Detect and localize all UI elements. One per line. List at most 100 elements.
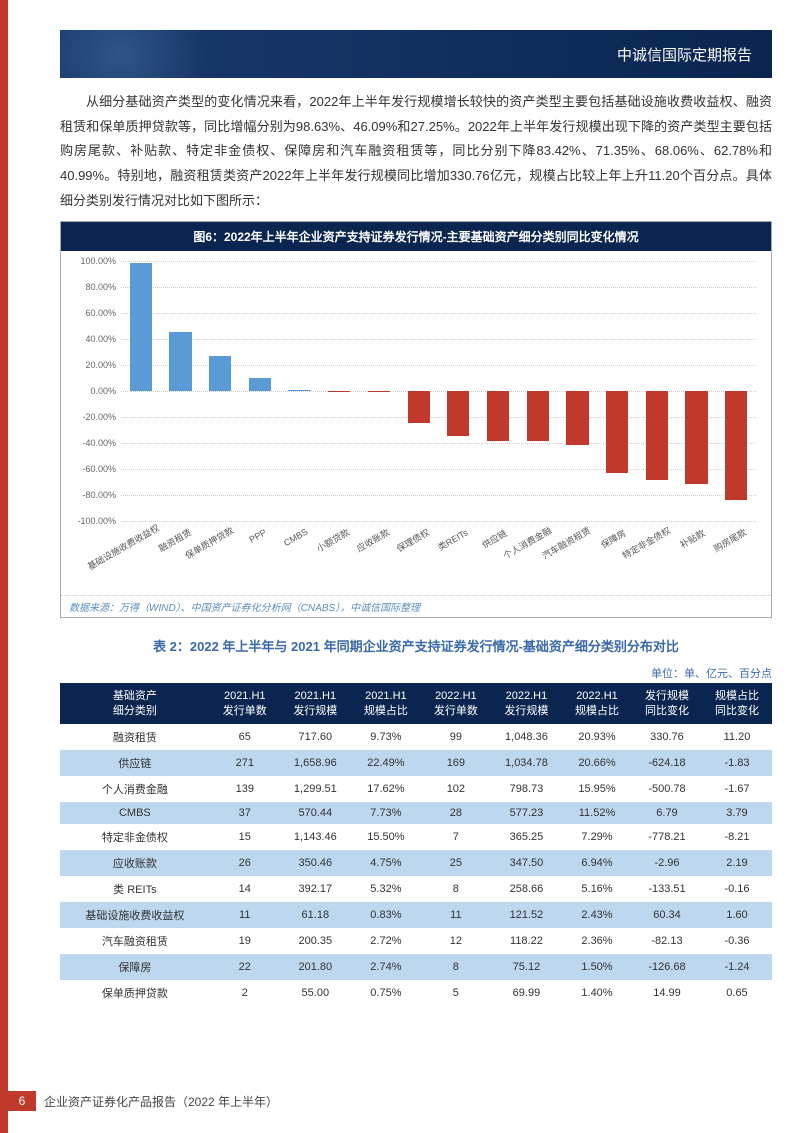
bar-slot: 供应链 [478,261,518,521]
header-title: 中诚信国际定期报告 [617,44,752,65]
table-cell: 1.40% [562,980,632,1006]
bar [447,391,469,435]
table-cell: 11.52% [562,802,632,824]
table-cell: 7 [421,824,491,850]
table-cell: 0.83% [351,902,421,928]
x-axis-label: PPP [247,528,268,546]
y-axis-label: -100.00% [66,516,116,526]
footer: 6 企业资产证券化产品报告（2022 年上半年） [0,1091,772,1111]
table-cell: 330.76 [632,724,702,750]
footer-text: 企业资产证券化产品报告（2022 年上半年） [44,1093,278,1110]
table-cell: 798.73 [491,776,562,802]
table-cell: -2.96 [632,850,702,876]
table-cell: 26 [210,850,280,876]
table-row: 特定非金债权151,143.4615.50%7365.257.29%-778.2… [60,824,772,850]
bar [685,391,707,484]
table-cell: 应收账款 [60,850,210,876]
table-cell: 15.95% [562,776,632,802]
table-body: 融资租赁65717.609.73%991,048.3620.93%330.761… [60,724,772,1006]
table-cell: 99 [421,724,491,750]
y-axis-label: 20.00% [66,360,116,370]
table-row: 基础设施收费收益权1161.180.83%11121.522.43%60.341… [60,902,772,928]
x-axis-label: CMBS [282,527,310,549]
bar-slot: 保障房 [597,261,637,521]
bar-slot: 保单质押贷款 [200,261,240,521]
column-header: 基础资产细分类别 [60,683,210,724]
chart-container: 图6：2022年上半年企业资产支持证券发行情况-主要基础资产细分类别同比变化情况… [60,221,772,618]
bar [527,391,549,440]
bar [646,391,668,479]
table-cell: 供应链 [60,750,210,776]
table-cell: 65 [210,724,280,750]
table-cell: 75.12 [491,954,562,980]
y-axis-label: 60.00% [66,308,116,318]
content: 从细分基础资产类型的变化情况来看，2022年上半年发行规模增长较快的资产类型主要… [60,90,772,1006]
bar-slot: 保理债权 [399,261,439,521]
table-cell: -126.68 [632,954,702,980]
page-number: 6 [8,1091,36,1111]
table-cell: 139 [210,776,280,802]
table-cell: 1,048.36 [491,724,562,750]
table-cell: 365.25 [491,824,562,850]
table-cell: 25 [421,850,491,876]
table-cell: -500.78 [632,776,702,802]
chart-source: 数据来源：万得（WIND）、中国资产证券化分析网（CNABS），中诚信国际整理 [61,595,771,617]
table-header-row: 基础资产细分类别2021.H1发行单数2021.H1发行规模2021.H1规模占… [60,683,772,724]
table-cell: 特定非金债权 [60,824,210,850]
table-cell: 1,034.78 [491,750,562,776]
bar [288,390,310,392]
table-cell: 19 [210,928,280,954]
table-cell: 5 [421,980,491,1006]
y-axis-label: 0.00% [66,386,116,396]
table-cell: 61.18 [280,902,351,928]
bar [328,391,350,392]
bar-slot: 应收账款 [359,261,399,521]
table-cell: 2 [210,980,280,1006]
chart-area: -100.00%-80.00%-60.00%-40.00%-20.00%0.00… [61,251,771,595]
table-cell: 2.36% [562,928,632,954]
column-header: 2022.H1发行规模 [491,683,562,724]
column-header: 规模占比同比变化 [702,683,772,724]
table-row: 应收账款26350.464.75%25347.506.94%-2.962.19 [60,850,772,876]
bar-slot: 特定非金债权 [637,261,677,521]
table-row: 个人消费金融1391,299.5117.62%102798.7315.95%-5… [60,776,772,802]
y-axis-label: 100.00% [66,256,116,266]
bar [487,391,509,440]
table-cell: 28 [421,802,491,824]
x-axis-label: 基础设施收费收益权 [85,521,162,573]
table-cell: -0.36 [702,928,772,954]
table-cell: 60.34 [632,902,702,928]
bar [130,263,152,391]
table-cell: 1.60 [702,902,772,928]
table-cell: 1,143.46 [280,824,351,850]
table-cell: -624.18 [632,750,702,776]
table-cell: 7.29% [562,824,632,850]
bar-slot: 小额贷款 [319,261,359,521]
bar [408,391,430,422]
x-axis-label: 购房尾款 [711,526,749,555]
x-axis-label: 小额贷款 [314,526,352,555]
x-axis-label: 保单质押贷款 [183,524,236,562]
y-axis-label: -20.00% [66,412,116,422]
table-cell: 271 [210,750,280,776]
table-title: 表 2：2022 年上半年与 2021 年同期企业资产支持证券发行情况-基础资产… [60,636,772,655]
table-cell: 2.19 [702,850,772,876]
table-cell: 4.75% [351,850,421,876]
table-cell: 14 [210,876,280,902]
table-cell: 11 [421,902,491,928]
table-cell: 20.66% [562,750,632,776]
bar [209,356,231,391]
table-cell: 保单质押贷款 [60,980,210,1006]
y-axis-label: -80.00% [66,490,116,500]
bar [249,378,271,391]
table-cell: -1.67 [702,776,772,802]
table-cell: 5.16% [562,876,632,902]
x-axis-label: 补贴款 [678,527,708,552]
table-cell: 17.62% [351,776,421,802]
bar [566,391,588,444]
bar-chart: -100.00%-80.00%-60.00%-40.00%-20.00%0.00… [121,261,756,521]
column-header: 2021.H1规模占比 [351,683,421,724]
table-row: CMBS37570.447.73%28577.2311.52%6.793.79 [60,802,772,824]
table-cell: 15.50% [351,824,421,850]
table-cell: 118.22 [491,928,562,954]
